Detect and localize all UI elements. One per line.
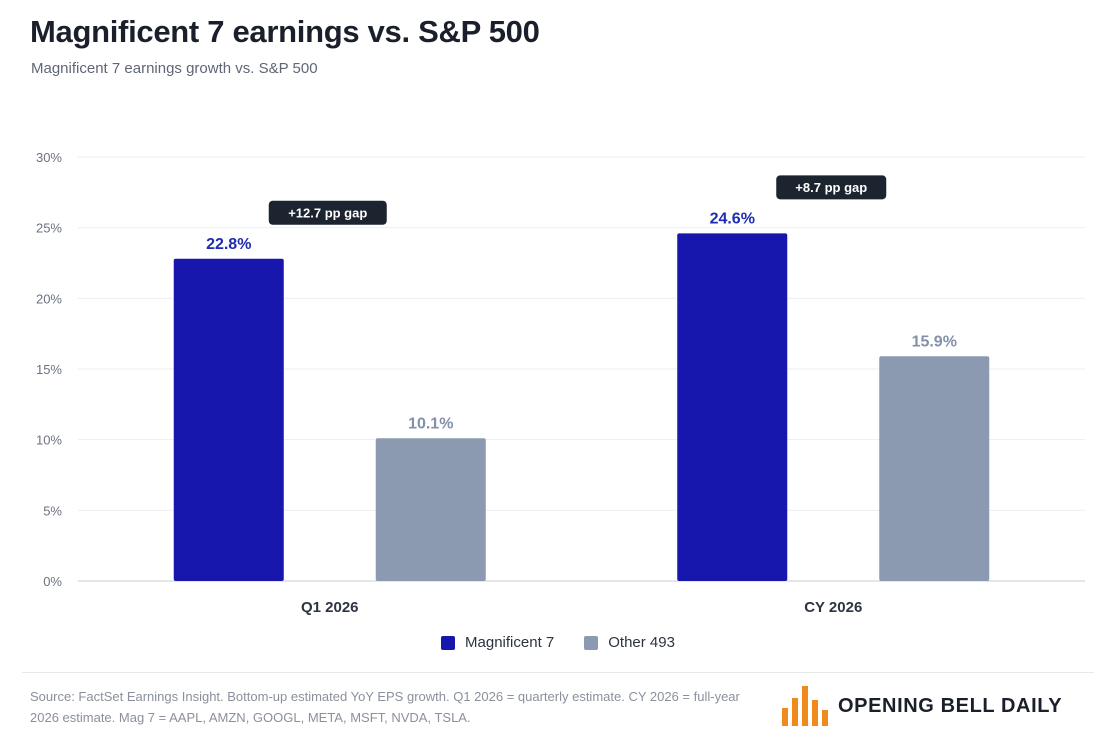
- legend-swatch-magnificent-7: [441, 635, 456, 650]
- legend-item-magnificent-7: Magnificent 7: [441, 634, 554, 651]
- gap-annotation-label: +12.7 pp gap: [288, 205, 367, 220]
- chart-subtitle: Magnificent 7 earnings growth vs. S&P 50…: [31, 60, 318, 77]
- y-tick-label: 10%: [36, 433, 62, 448]
- y-tick-label: 20%: [36, 291, 62, 306]
- legend-label-magnificent-7: Magnificent 7: [465, 634, 555, 651]
- y-tick-label: 30%: [36, 150, 62, 165]
- legend-item-other-493: Other 493: [584, 634, 675, 651]
- data-label: 22.8%: [206, 236, 251, 253]
- data-label: 15.9%: [912, 333, 957, 350]
- bar-chart: 0% 5% 10% 15% 20% 25% 30% Q1 2026 22.8% 10.1% +12.…: [36, 150, 1085, 616]
- y-tick-label: 0%: [43, 574, 62, 589]
- y-tick-label: 25%: [36, 221, 62, 236]
- y-tick-label: 15%: [36, 362, 62, 377]
- data-label: 10.1%: [408, 415, 453, 432]
- chart-title: Magnificent 7 earnings vs. S&P 500: [30, 14, 540, 49]
- bar: [173, 258, 284, 581]
- data-label: 24.6%: [710, 210, 755, 227]
- chart-legend: Magnificent 7 Other 493: [0, 634, 1116, 651]
- x-tick-label: Q1 2026: [301, 599, 359, 616]
- brand-name: OPENING BELL DAILY: [838, 694, 1063, 717]
- gap-annotation-badge: [268, 200, 387, 225]
- opening-bell-logo-icon: [782, 686, 828, 726]
- bar: [375, 438, 486, 581]
- bar: [879, 356, 990, 581]
- brand: OPENING BELL DAILY: [782, 686, 1062, 726]
- x-tick-label: CY 2026: [804, 599, 862, 616]
- source-footnote: Source: FactSet Earnings Insight. Bottom…: [30, 689, 740, 725]
- legend-swatch-other-493: [584, 635, 599, 650]
- y-tick-label: 5%: [43, 503, 62, 518]
- footer-divider: [22, 672, 1094, 673]
- bar: [677, 233, 788, 581]
- gap-annotation-badge: [776, 175, 887, 200]
- legend-label-other-493: Other 493: [608, 634, 675, 651]
- gap-annotation-label: +8.7 pp gap: [795, 180, 867, 195]
